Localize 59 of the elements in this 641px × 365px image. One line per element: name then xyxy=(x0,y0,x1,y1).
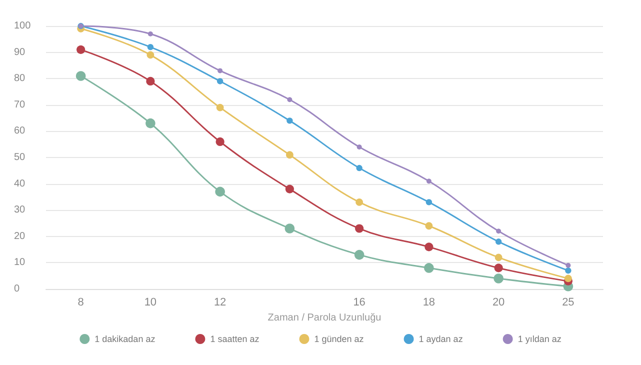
point xyxy=(564,274,572,282)
x-tick-label: 12 xyxy=(214,296,226,308)
y-tick-label: 20 xyxy=(14,230,26,242)
point xyxy=(424,263,434,273)
point xyxy=(215,186,225,197)
point xyxy=(356,198,364,206)
point xyxy=(146,76,155,86)
point xyxy=(216,104,224,112)
point xyxy=(426,199,432,206)
point xyxy=(216,137,224,146)
point xyxy=(354,250,364,260)
y-tick-label: 60 xyxy=(14,126,26,137)
x-axis-title: Zaman / Parola Uzunluğu xyxy=(268,312,382,324)
point xyxy=(355,224,364,233)
point xyxy=(286,151,294,159)
point xyxy=(76,71,86,81)
y-tick-label: 90 xyxy=(14,46,26,58)
legend-label: 1 saatten az xyxy=(210,334,260,344)
legend-label: 1 günden az xyxy=(314,334,364,344)
y-tick-label: 100 xyxy=(14,20,32,32)
point xyxy=(495,238,502,245)
point xyxy=(76,45,86,54)
x-tick-label: 20 xyxy=(492,296,505,308)
y-tick-label: 0 xyxy=(14,284,20,294)
point xyxy=(286,118,293,124)
point xyxy=(426,178,432,184)
y-tick-label: 10 xyxy=(14,257,26,268)
point xyxy=(146,118,156,128)
point xyxy=(424,242,434,252)
point xyxy=(496,228,502,234)
x-tick-label: 25 xyxy=(562,296,574,308)
point xyxy=(566,262,571,268)
point xyxy=(218,68,223,74)
point xyxy=(425,222,433,230)
point xyxy=(146,51,154,59)
point xyxy=(287,97,292,102)
x-tick-label: 8 xyxy=(78,296,84,308)
point xyxy=(494,274,504,284)
legend-label: 1 aydan az xyxy=(418,334,464,344)
point xyxy=(494,264,503,272)
point xyxy=(494,254,502,262)
point xyxy=(356,144,362,150)
legend-label: 1 yıldan az xyxy=(518,334,562,344)
legend-label: 1 dakikadan az xyxy=(94,334,156,344)
y-tick-label: 70 xyxy=(14,99,26,110)
x-tick-label: 16 xyxy=(353,296,366,308)
x-tick-label: 10 xyxy=(144,296,157,308)
point xyxy=(216,78,224,84)
point xyxy=(356,164,362,172)
y-tick-label: 50 xyxy=(14,152,26,163)
point xyxy=(148,31,153,36)
point xyxy=(284,224,295,234)
y-tick-label: 30 xyxy=(14,204,26,216)
x-tick-label: 18 xyxy=(422,296,436,308)
y-tick-label: 80 xyxy=(14,73,26,84)
y-tick-label: 40 xyxy=(14,178,26,190)
point xyxy=(147,44,154,50)
point xyxy=(285,184,294,194)
point xyxy=(565,267,572,274)
